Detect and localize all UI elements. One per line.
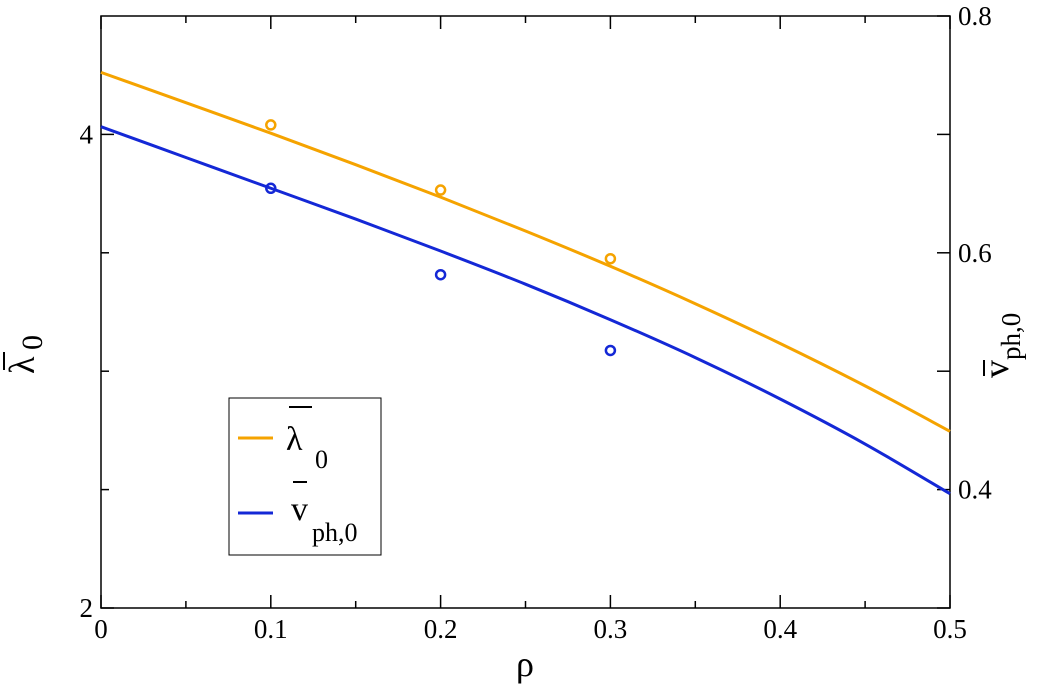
left-tick-label: 2 xyxy=(80,593,94,623)
x-tick-label: 0.4 xyxy=(763,614,797,644)
data-point-1 xyxy=(604,344,617,357)
legend-label-vph: v xyxy=(291,491,308,528)
left-axis-title-subscript: 0 xyxy=(16,335,49,350)
x-tick-label: 0.3 xyxy=(594,614,628,644)
data-point-0 xyxy=(434,184,447,196)
right-axis-title-subscript: ph,0 xyxy=(996,313,1026,360)
series-line-1 xyxy=(100,125,951,496)
legend-sub-vph: ph,0 xyxy=(312,518,358,547)
right-tick-label: 0.8 xyxy=(958,1,992,31)
left-axis-title-symbol: λ xyxy=(2,356,42,374)
x-tick-label: 0.5 xyxy=(933,614,967,644)
left-axis-title: λ 0 xyxy=(2,335,49,374)
right-axis-title-symbol: v xyxy=(976,360,1016,378)
data-point-0 xyxy=(604,252,617,265)
right-tick-label: 0.6 xyxy=(958,238,992,268)
left-tick-label: 4 xyxy=(80,119,94,149)
x-tick-label: 0.1 xyxy=(254,614,288,644)
data-point-1 xyxy=(434,268,447,281)
x-tick-label: 0 xyxy=(94,614,108,644)
right-axis-title: v ph,0 xyxy=(976,313,1026,378)
legend-sub-lambda: 0 xyxy=(315,445,328,474)
x-tick-label: 0.2 xyxy=(424,614,458,644)
data-point-1 xyxy=(265,182,277,195)
plot-frame xyxy=(100,15,951,609)
right-tick-label: 0.4 xyxy=(958,475,992,505)
x-tick-labels: 0 0.1 0.2 0.3 0.4 0.5 xyxy=(94,614,967,644)
legend-box xyxy=(228,397,382,556)
left-tick-labels: 24 xyxy=(80,119,94,623)
x-axis-title: ρ xyxy=(516,644,534,684)
right-tick-labels: 0.4 0.6 0.8 xyxy=(958,1,992,505)
series-layer xyxy=(100,70,951,496)
legend: λ 0 v ph,0 xyxy=(228,397,382,556)
tick-marks xyxy=(100,15,951,609)
series-line-0 xyxy=(100,70,951,433)
data-point-0 xyxy=(265,119,277,131)
legend-label-lambda: λ xyxy=(286,421,303,458)
